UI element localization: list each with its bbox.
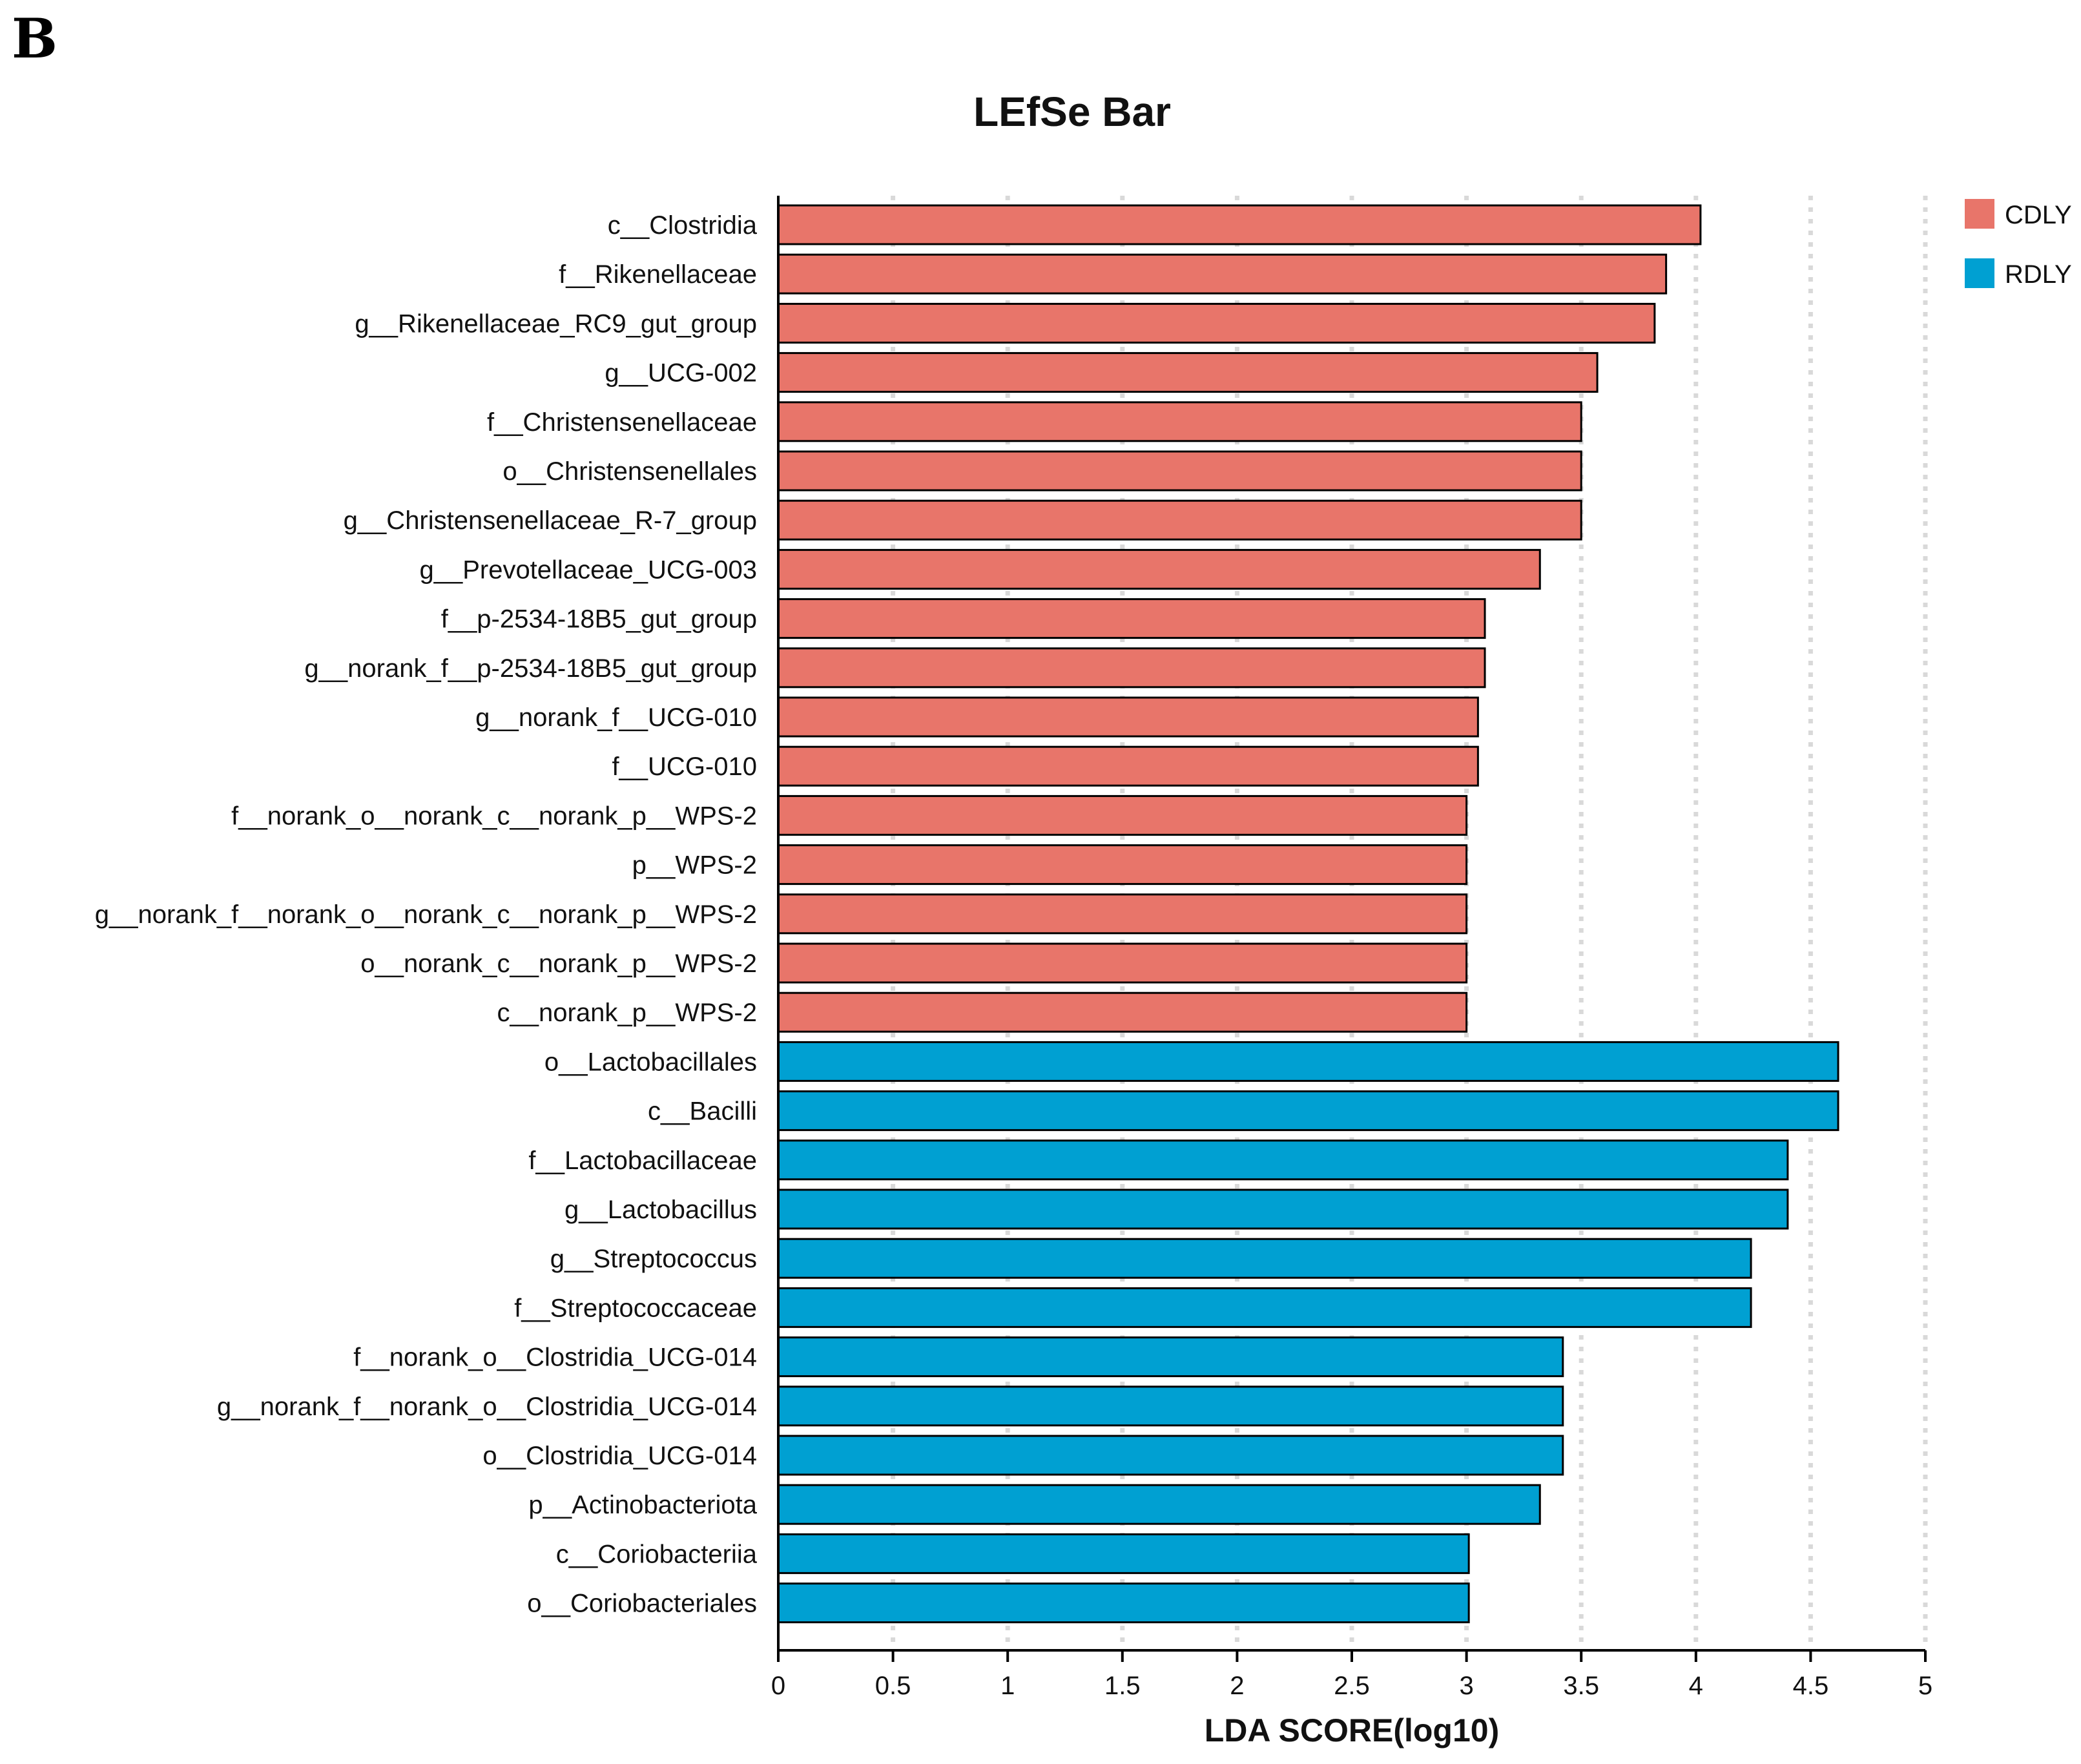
category-label: f__Lactobacillaceae <box>528 1147 757 1175</box>
category-label: o__Lactobacillales <box>544 1048 757 1076</box>
bar <box>777 1090 1839 1132</box>
x-tick-label: 4 <box>1689 1672 1703 1700</box>
x-tick-label: 5 <box>1918 1672 1932 1700</box>
legend-swatch <box>1965 258 1994 288</box>
bar <box>777 1385 1564 1427</box>
category-label: o__Christensenellales <box>502 457 757 486</box>
category-labels: c__Clostridia f__Rikenellaceae g__Rikenell… <box>95 211 758 1618</box>
bar <box>777 1484 1541 1525</box>
x-tick-label: 0 <box>771 1672 785 1700</box>
category-label: f__norank_o__Clostridia_UCG-014 <box>353 1344 757 1372</box>
bar <box>777 647 1486 689</box>
category-label: c__norank_p__WPS-2 <box>497 999 757 1027</box>
legend: CDLY RDLY <box>1965 199 2072 289</box>
category-label: f__Rikenellaceae <box>559 260 757 289</box>
category-label: g__Lactobacillus <box>564 1196 757 1224</box>
x-axis: 0 0.5 1 1.5 2 2.5 3 3.5 4 4.5 5 <box>771 196 1932 1700</box>
bar <box>777 844 1468 886</box>
bar <box>777 893 1468 935</box>
category-label: o__norank_c__norank_p__WPS-2 <box>360 949 757 978</box>
category-label: c__Clostridia <box>608 211 758 240</box>
category-label: f__norank_o__norank_c__norank_p__WPS-2 <box>231 802 757 830</box>
panel-label: B <box>12 6 57 70</box>
category-label: p__Actinobacteriota <box>528 1491 757 1519</box>
bar <box>777 1287 1752 1328</box>
x-tick-label: 3.5 <box>1563 1672 1599 1700</box>
legend-swatch <box>1965 199 1994 229</box>
bar <box>777 302 1656 344</box>
x-tick-label: 4.5 <box>1793 1672 1829 1700</box>
bar <box>777 598 1486 639</box>
x-tick-label: 1 <box>1000 1672 1015 1700</box>
category-label: p__WPS-2 <box>632 851 757 880</box>
bar <box>777 745 1479 787</box>
bar <box>777 1582 1470 1624</box>
bar <box>777 942 1468 984</box>
x-tick-label: 3 <box>1459 1672 1473 1700</box>
x-tick-label: 0.5 <box>875 1672 911 1700</box>
category-label: g__norank_f__p-2534-18B5_gut_group <box>304 654 757 683</box>
category-label: g__UCG-002 <box>605 359 757 388</box>
category-label: g__norank_f__UCG-010 <box>475 703 757 732</box>
category-label: c__Coriobacteriia <box>556 1540 758 1568</box>
bar <box>777 352 1599 393</box>
bar <box>777 499 1582 541</box>
category-label: g__Prevotellaceae_UCG-003 <box>419 555 757 584</box>
bar <box>777 204 1702 245</box>
category-label: f__UCG-010 <box>612 752 757 781</box>
bar <box>777 548 1541 590</box>
bar <box>777 794 1468 836</box>
category-label: g__norank_f__norank_o__Clostridia_UCG-01… <box>217 1393 757 1421</box>
category-label: c__Bacilli <box>648 1097 757 1126</box>
category-label: g__norank_f__norank_o__norank_c__norank_… <box>95 900 757 929</box>
bar <box>777 1139 1789 1181</box>
bar <box>777 253 1668 295</box>
x-axis-title: LDA SCORE(log10) <box>1205 1712 1500 1748</box>
bar <box>777 401 1582 442</box>
category-label: f__Streptococcaceae <box>514 1294 757 1322</box>
bar <box>777 991 1468 1033</box>
category-label: o__Clostridia_UCG-014 <box>482 1442 757 1470</box>
category-label: o__Coriobacteriales <box>527 1590 757 1618</box>
bar <box>777 1238 1752 1279</box>
bars <box>777 204 1839 1624</box>
legend-label: RDLY <box>2005 260 2072 289</box>
category-label: f__Christensenellaceae <box>487 408 757 437</box>
x-tick-label: 2.5 <box>1334 1672 1370 1700</box>
bar <box>777 1188 1789 1230</box>
category-label: g__Rikenellaceae_RC9_gut_group <box>355 309 757 338</box>
category-label: g__Christensenellaceae_R-7_group <box>344 506 757 535</box>
category-label: f__p-2534-18B5_gut_group <box>441 605 757 634</box>
x-tick-label: 1.5 <box>1104 1672 1141 1700</box>
bar <box>777 696 1479 738</box>
bar <box>777 1533 1470 1574</box>
bar <box>777 1435 1564 1476</box>
legend-label: CDLY <box>2005 201 2072 229</box>
category-label: g__Streptococcus <box>550 1245 757 1273</box>
chart-title: LEfSe Bar <box>973 88 1171 135</box>
bar <box>777 450 1582 492</box>
x-tick-label: 2 <box>1230 1672 1244 1700</box>
bar <box>777 1041 1839 1082</box>
bar <box>777 1336 1564 1378</box>
